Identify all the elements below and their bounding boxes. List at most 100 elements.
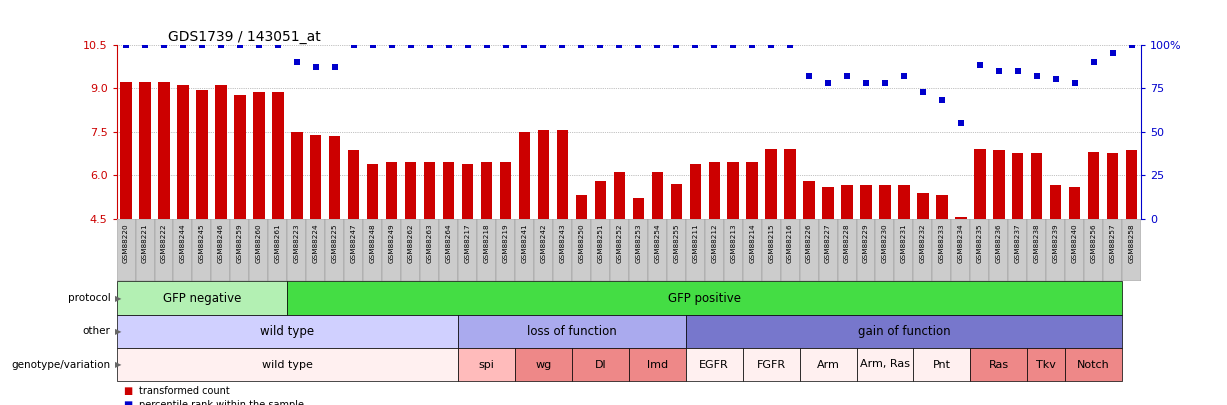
Text: GSM88227: GSM88227: [825, 224, 831, 263]
Bar: [860, 185, 871, 219]
Point: [287, 59, 307, 65]
Bar: [1065, 348, 1123, 381]
Bar: [519, 132, 530, 219]
Point: [420, 41, 439, 48]
Bar: [325, 219, 345, 281]
Bar: [856, 348, 913, 381]
Bar: [856, 219, 876, 281]
Text: Dl: Dl: [595, 360, 606, 369]
Bar: [515, 219, 534, 281]
Bar: [140, 82, 151, 219]
Bar: [913, 348, 971, 381]
Bar: [1085, 219, 1103, 281]
Text: GSM88252: GSM88252: [616, 224, 622, 263]
Text: GSM88257: GSM88257: [1109, 224, 1115, 263]
Bar: [876, 219, 894, 281]
Bar: [439, 219, 458, 281]
Bar: [591, 219, 610, 281]
Bar: [287, 281, 1123, 315]
Point: [477, 41, 497, 48]
Text: GSM88239: GSM88239: [1053, 224, 1059, 263]
Point: [267, 41, 287, 48]
Text: GSM88240: GSM88240: [1071, 224, 1077, 263]
Point: [686, 41, 706, 48]
Bar: [481, 162, 492, 219]
Point: [231, 41, 250, 48]
Bar: [804, 181, 815, 219]
Text: ■: ■: [123, 401, 133, 405]
Bar: [499, 162, 512, 219]
Bar: [780, 219, 800, 281]
Bar: [382, 219, 401, 281]
Bar: [458, 348, 515, 381]
Text: GSM88244: GSM88244: [180, 224, 187, 263]
Point: [552, 41, 572, 48]
Point: [344, 41, 363, 48]
Text: GSM88228: GSM88228: [844, 224, 850, 263]
Bar: [423, 162, 436, 219]
Bar: [401, 219, 420, 281]
Text: GSM88213: GSM88213: [730, 224, 736, 263]
Point: [875, 80, 894, 86]
Bar: [1123, 219, 1141, 281]
Bar: [1103, 219, 1123, 281]
Text: GSM88249: GSM88249: [389, 224, 395, 263]
Bar: [405, 162, 416, 219]
Point: [799, 72, 818, 79]
Bar: [955, 217, 967, 219]
Text: ■: ■: [123, 386, 133, 396]
Point: [837, 72, 856, 79]
Bar: [420, 219, 439, 281]
Point: [173, 41, 193, 48]
Bar: [1126, 151, 1137, 219]
Point: [742, 41, 762, 48]
Text: GSM88221: GSM88221: [142, 224, 148, 263]
Bar: [173, 219, 193, 281]
Bar: [894, 219, 913, 281]
Point: [439, 41, 459, 48]
Text: wild type: wild type: [261, 360, 313, 369]
Text: GSM88211: GSM88211: [692, 224, 698, 263]
Bar: [1027, 219, 1047, 281]
Bar: [629, 219, 648, 281]
Bar: [818, 219, 838, 281]
Text: loss of function: loss of function: [528, 325, 617, 338]
Point: [610, 41, 629, 48]
Bar: [117, 219, 135, 281]
Bar: [595, 181, 606, 219]
Bar: [842, 185, 853, 219]
Point: [249, 41, 269, 48]
Text: percentile rank within the sample: percentile rank within the sample: [139, 401, 303, 405]
Text: GSM88258: GSM88258: [1129, 224, 1135, 263]
Bar: [177, 85, 189, 219]
Bar: [117, 281, 287, 315]
Text: GSM88222: GSM88222: [161, 224, 167, 263]
Bar: [1012, 153, 1023, 219]
Point: [1065, 80, 1085, 86]
Point: [401, 41, 421, 48]
Text: GSM88246: GSM88246: [218, 224, 223, 263]
Bar: [918, 192, 929, 219]
Bar: [933, 219, 951, 281]
Point: [1007, 68, 1027, 74]
Bar: [215, 85, 227, 219]
Bar: [898, 185, 909, 219]
Bar: [746, 162, 758, 219]
Bar: [249, 219, 269, 281]
Text: other: other: [82, 326, 110, 336]
Bar: [496, 219, 515, 281]
Bar: [633, 198, 644, 219]
Bar: [951, 219, 971, 281]
Text: GSM88226: GSM88226: [806, 224, 812, 263]
Point: [211, 41, 231, 48]
Point: [856, 80, 876, 86]
Text: GSM88241: GSM88241: [521, 224, 528, 263]
Point: [933, 97, 952, 104]
Bar: [800, 348, 856, 381]
Bar: [686, 219, 704, 281]
Text: GSM88217: GSM88217: [465, 224, 471, 263]
Text: GSM88214: GSM88214: [750, 224, 755, 263]
Bar: [971, 219, 989, 281]
Bar: [310, 134, 321, 219]
Text: gain of function: gain of function: [858, 325, 950, 338]
